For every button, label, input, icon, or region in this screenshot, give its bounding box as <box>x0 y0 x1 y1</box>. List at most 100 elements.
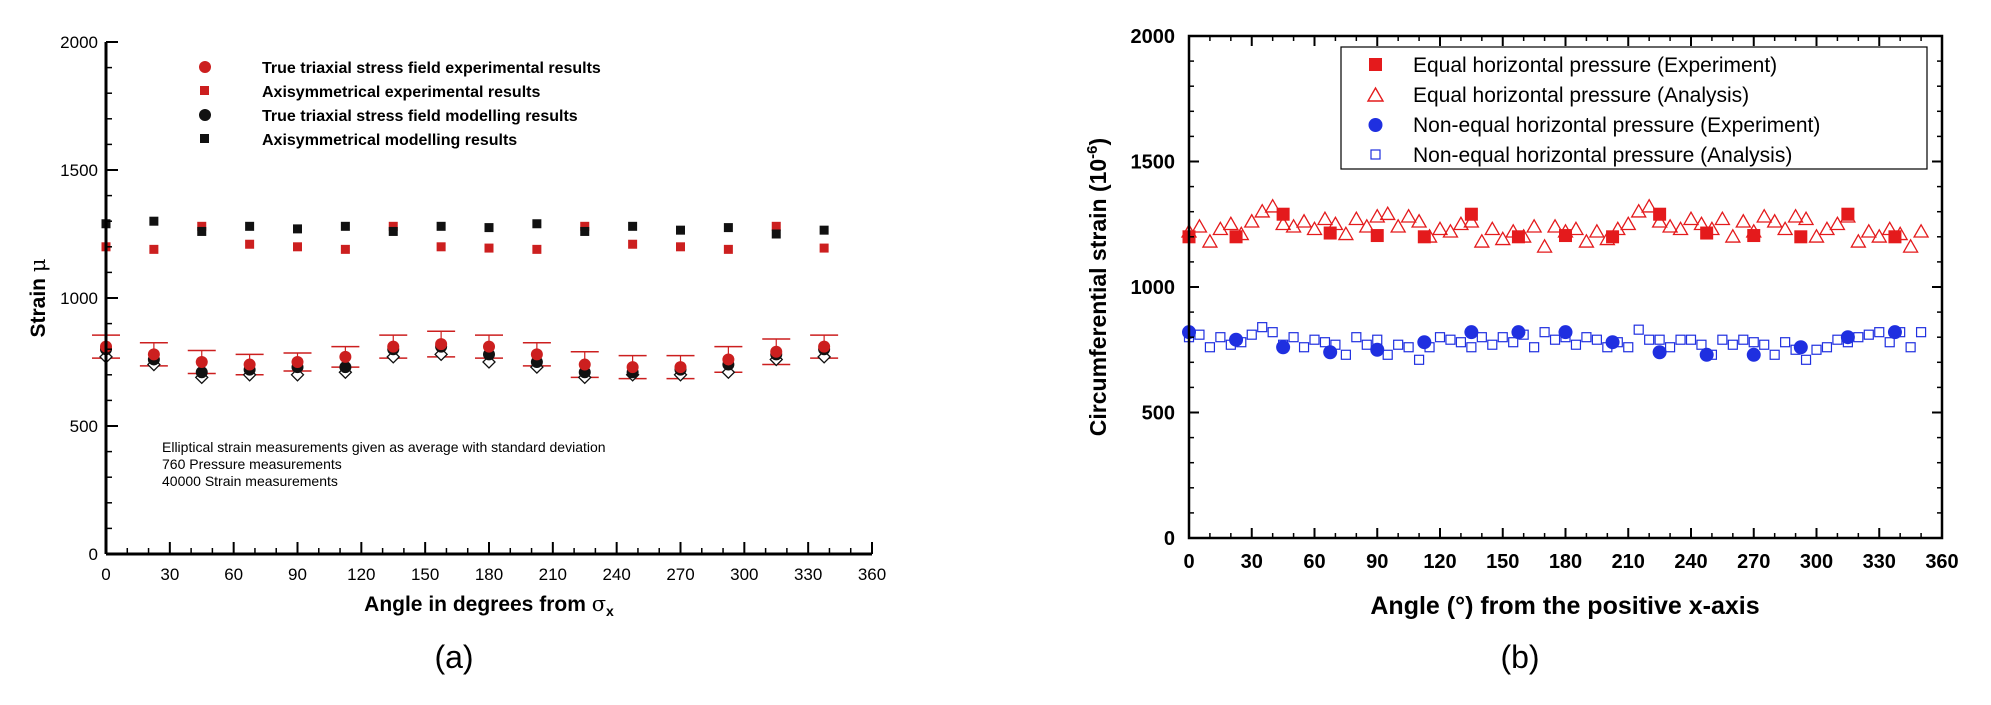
x-tick-label-b: 360 <box>1925 551 1958 573</box>
chart-b-xlabel: Angle (°) from the positive x-axis <box>1370 592 1759 620</box>
data-point-a-s1 <box>532 244 542 254</box>
data-point-b-s1 <box>1463 213 1480 228</box>
x-tick-label-b: 0 <box>1183 551 1194 573</box>
x-tick-label-a: 0 <box>101 565 110 584</box>
data-point-b-s2 <box>1605 335 1620 350</box>
chart-b: 0 30 60 90 120 150 180 210 240 270 300 330 360 0 500 10… <box>1084 26 1959 675</box>
data-point-b-s3 <box>1675 334 1686 345</box>
data-point-b-s3 <box>1455 337 1467 348</box>
data-point-b-s1 <box>1526 218 1543 233</box>
data-point-a-s3 <box>197 226 207 236</box>
data-point-a-s3 <box>340 221 350 231</box>
data-point-b-s3 <box>1644 334 1655 345</box>
data-point-b-s3 <box>1309 334 1320 345</box>
data-point-b-s3 <box>1863 329 1874 340</box>
data-point-b-s3 <box>1800 354 1812 365</box>
data-point-b-s1 <box>1316 210 1334 226</box>
data-point-b-s1 <box>1191 218 1208 233</box>
x-tick-label-b: 300 <box>1800 551 1833 573</box>
data-point-b-s3 <box>1487 339 1498 350</box>
data-point-b-s1 <box>1264 198 1281 213</box>
data-point-b-s1 <box>1661 218 1679 233</box>
data-point-b-s3 <box>1853 332 1864 343</box>
data-point-b-s0 <box>1464 207 1478 221</box>
data-point-b-s2 <box>1746 347 1761 362</box>
data-point-b-s1 <box>1787 208 1804 223</box>
chart-a-ticks: 0 30 60 90 120 150 180 210 240 270 300 330 360 0 500 10… <box>60 33 886 584</box>
data-point-a-s3 <box>436 221 446 231</box>
x-tick-label-a: 240 <box>602 565 630 584</box>
data-point-b-s1 <box>1797 210 1815 226</box>
data-point-a-s1 <box>293 242 302 252</box>
x-tick-label-a: 180 <box>475 565 503 584</box>
chart-a-legend: True triaxial stress field experimental … <box>199 60 601 149</box>
legend-b-marker-4 <box>1370 149 1381 160</box>
data-point-b-s1 <box>1724 228 1741 243</box>
data-point-b-s0 <box>1559 229 1572 243</box>
data-point-a-s0 <box>435 338 448 351</box>
data-point-a-s0 <box>674 361 687 374</box>
data-point-b-s1 <box>1431 220 1449 236</box>
data-point-b-s1 <box>1808 228 1825 243</box>
legend-a-marker-3 <box>199 109 211 121</box>
data-point-b-s3 <box>1215 332 1226 343</box>
data-point-a-s1 <box>149 244 159 254</box>
data-point-b-s1 <box>1641 198 1658 213</box>
data-point-b-s1 <box>1369 208 1386 223</box>
x-tick-label-a: 330 <box>794 565 822 584</box>
data-point-a-s2 <box>339 361 352 374</box>
data-point-b-s3 <box>1413 354 1425 365</box>
data-point-b-s0 <box>1323 226 1337 240</box>
data-point-b-s0 <box>1276 207 1290 221</box>
annotation-line-1: Elliptical strain measurements given as … <box>162 439 606 455</box>
data-point-a-s3 <box>245 221 255 231</box>
data-point-b-s3 <box>1717 334 1728 345</box>
data-point-b-s1 <box>1714 210 1731 226</box>
legend-a-label-3: True triaxial stress field modelling res… <box>262 108 578 125</box>
data-point-b-s1 <box>1546 218 1564 233</box>
y-tick-label-a: 500 <box>70 417 98 436</box>
data-point-a-s0 <box>291 356 304 368</box>
legend-b-label-4: Non-equal horizontal pressure (Analysis) <box>1413 144 1792 167</box>
data-point-b-s2 <box>1887 325 1902 340</box>
data-point-b-s2 <box>1558 325 1573 340</box>
data-point-b-s1 <box>1212 220 1229 236</box>
x-tick-label-a: 270 <box>666 565 694 584</box>
data-point-b-s1 <box>1777 220 1794 236</box>
legend-a-marker-2 <box>200 86 209 95</box>
x-tick-label-a: 30 <box>160 565 179 584</box>
x-tick-label-b: 90 <box>1366 551 1388 573</box>
data-point-a-s3 <box>293 224 302 234</box>
legend-b-label-1: Equal horizontal pressure (Experiment) <box>1413 54 1777 77</box>
data-point-a-s3 <box>723 223 733 233</box>
data-point-b-s3 <box>1570 339 1582 350</box>
data-point-b-s1 <box>1620 215 1637 231</box>
data-point-b-s1 <box>1295 213 1313 228</box>
data-point-b-s1 <box>1201 233 1219 248</box>
chart-a-marks <box>92 216 839 385</box>
data-point-b-s1 <box>1306 220 1323 236</box>
x-tick-label-b: 180 <box>1549 551 1582 573</box>
data-point-a-s3 <box>484 223 494 233</box>
data-point-a-s3 <box>149 216 159 226</box>
data-point-b-s2 <box>1793 340 1808 355</box>
legend-a-marker-1 <box>199 61 211 73</box>
data-point-b-s3 <box>1194 329 1205 340</box>
data-point-b-s3 <box>1549 334 1561 345</box>
data-point-a-s1 <box>197 221 207 231</box>
data-point-b-s0 <box>1606 230 1620 244</box>
data-point-b-s3 <box>1769 349 1780 360</box>
data-point-b-s1 <box>1818 220 1836 236</box>
data-point-b-s0 <box>1747 229 1761 243</box>
data-point-a-s0 <box>243 358 256 371</box>
data-point-b-s1 <box>1578 233 1595 248</box>
data-point-b-s1 <box>1254 203 1271 218</box>
x-tick-label-a: 210 <box>539 565 567 584</box>
annotation-line-2: 760 Pressure measurements <box>162 456 342 472</box>
data-point-b-s1 <box>1630 203 1647 218</box>
data-point-a-s1 <box>340 244 350 254</box>
x-tick-label-a: 300 <box>730 565 758 584</box>
data-point-a-s0 <box>339 350 352 363</box>
y-tick-label-b: 0 <box>1164 528 1175 550</box>
data-point-b-s3 <box>1382 349 1393 360</box>
